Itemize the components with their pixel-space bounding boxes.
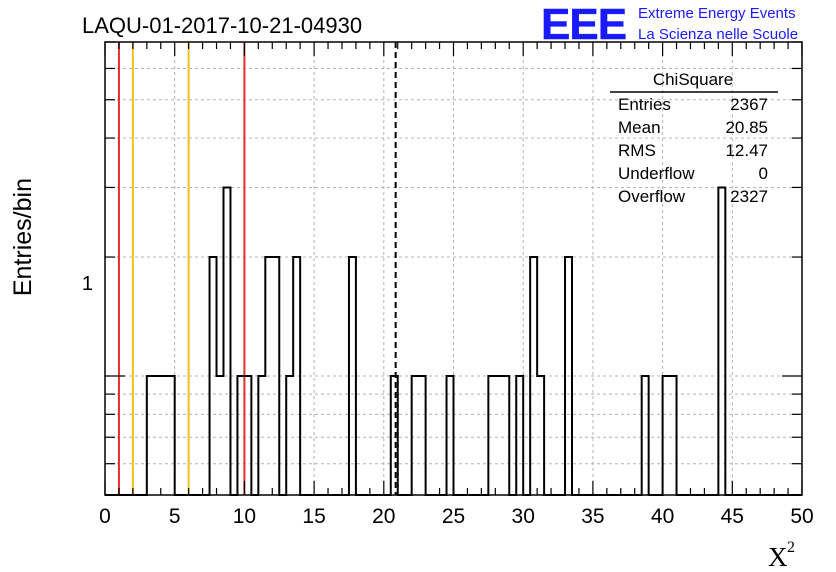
stats-row-label: Entries — [618, 95, 671, 114]
x-tick-label: 5 — [169, 505, 181, 528]
stats-rows: Entries 2367 Mean 20.85 RMS 12.47 Underflow 0 Ov… — [618, 95, 768, 206]
stats-row-value: 12.47 — [725, 141, 768, 160]
x-tick-label: 30 — [512, 505, 535, 528]
x-tick-labels: 0 5 10 15 20 25 30 35 40 45 50 — [99, 505, 814, 528]
chart-title: LAQU-01-2017-10-21-04930 — [82, 13, 362, 38]
stats-row-label: Underflow — [618, 164, 695, 183]
x-tick-label: 35 — [581, 505, 604, 528]
x-axis-label: X 2 — [768, 539, 795, 572]
stats-row-value: 2367 — [730, 95, 768, 114]
marker-lines — [117, 42, 397, 495]
stats-row-label: Mean — [618, 118, 661, 137]
x-tick-label: 40 — [651, 505, 674, 528]
x-tick-label: 0 — [99, 505, 111, 528]
eee-logo-line1: Extreme Energy Events — [638, 5, 796, 22]
x-axis-label-superscript: 2 — [787, 539, 795, 556]
stats-header: ChiSquare — [653, 70, 733, 89]
stats-row-label: Overflow — [618, 187, 686, 206]
x-tick-label: 50 — [790, 505, 813, 528]
x-tick-label: 15 — [302, 505, 325, 528]
stats-row-label: RMS — [618, 141, 656, 160]
stats-row-value: 0 — [759, 164, 768, 183]
stats-row-value: 20.85 — [725, 118, 768, 137]
x-tick-label: 25 — [442, 505, 465, 528]
x-tick-label: 10 — [233, 505, 256, 528]
stats-row-value: 2327 — [730, 187, 768, 206]
eee-logo-line2: La Scienza nelle Scuole — [638, 26, 798, 43]
y-tick-label: 1 — [82, 273, 93, 295]
stats-box: ChiSquare Entries 2367 Mean 20.85 RMS 12.47 Un… — [610, 70, 778, 206]
x-axis-label-base: X — [768, 542, 788, 572]
eee-logo-mark: EEE — [541, 0, 626, 49]
histogram-outline — [105, 186, 802, 496]
y-axis-label: Entries/bin — [9, 178, 37, 296]
eee-logo: EEE Extreme Energy Events La Scienza nel… — [541, 0, 798, 49]
x-tick-label: 45 — [721, 505, 744, 528]
axis-ticks — [104, 41, 803, 495]
x-tick-label: 20 — [372, 505, 395, 528]
